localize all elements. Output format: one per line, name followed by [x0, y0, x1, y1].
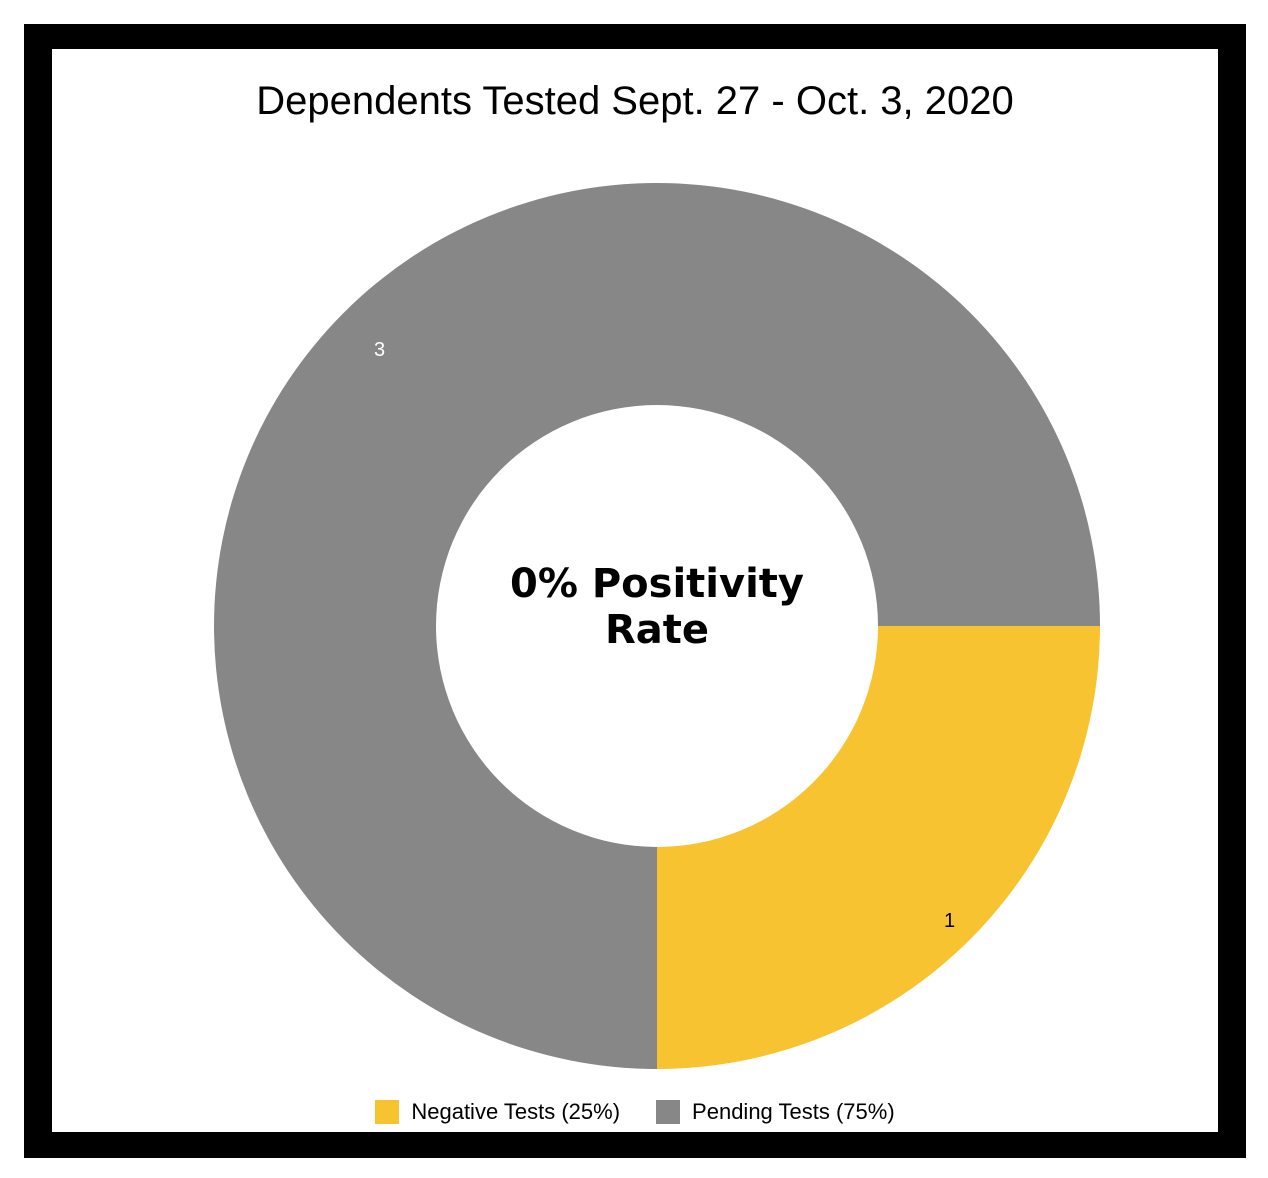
center-label-line-2: Rate: [605, 607, 709, 653]
data-label-pending: 3: [374, 339, 385, 361]
slice-pending[interactable]: [214, 183, 1100, 1069]
legend-label-pending: Pending Tests (75%): [692, 1099, 895, 1124]
legend-item-negative[interactable]: Negative Tests (25%): [375, 1099, 620, 1125]
legend-item-pending[interactable]: Pending Tests (75%): [656, 1099, 895, 1125]
legend-swatch-pending: [656, 1100, 681, 1124]
chart-panel: Dependents Tested Sept. 27 - Oct. 3, 202…: [52, 49, 1218, 1132]
chart-title: Dependents Tested Sept. 27 - Oct. 3, 202…: [256, 79, 1014, 123]
legend-swatch-negative: [375, 1100, 400, 1124]
legend: Negative Tests (25%) Pending Tests (75%): [52, 1099, 1218, 1125]
center-label-line-1: 0% Positivity: [510, 561, 804, 607]
data-label-negative: 1: [944, 910, 955, 932]
chart-frame: Dependents Tested Sept. 27 - Oct. 3, 202…: [24, 24, 1246, 1158]
slice-negative[interactable]: [657, 626, 1100, 1069]
legend-label-negative: Negative Tests (25%): [411, 1099, 621, 1124]
